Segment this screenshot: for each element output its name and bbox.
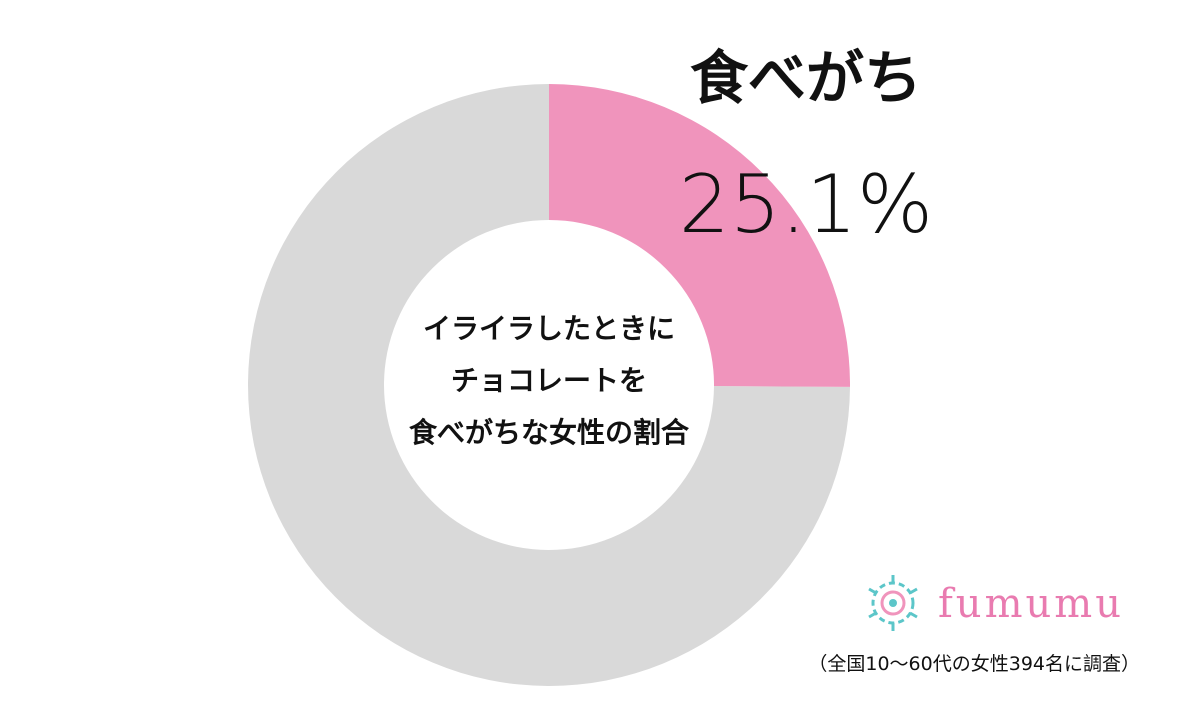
center-text: 食べがちな女性の割合 [409, 416, 690, 449]
donut-segment [247, 84, 850, 686]
logo-icon [868, 575, 918, 631]
center-text: チョコレートを [451, 364, 647, 397]
segment-label: 食べがち [690, 44, 922, 112]
value-label: 25.1% [679, 158, 933, 251]
note: （全国10～60代の女性394名に調査） [808, 653, 1140, 675]
logo: fumumu [938, 581, 1124, 627]
donut-segment [549, 84, 851, 387]
center-text: イライラしたときに [423, 312, 675, 345]
